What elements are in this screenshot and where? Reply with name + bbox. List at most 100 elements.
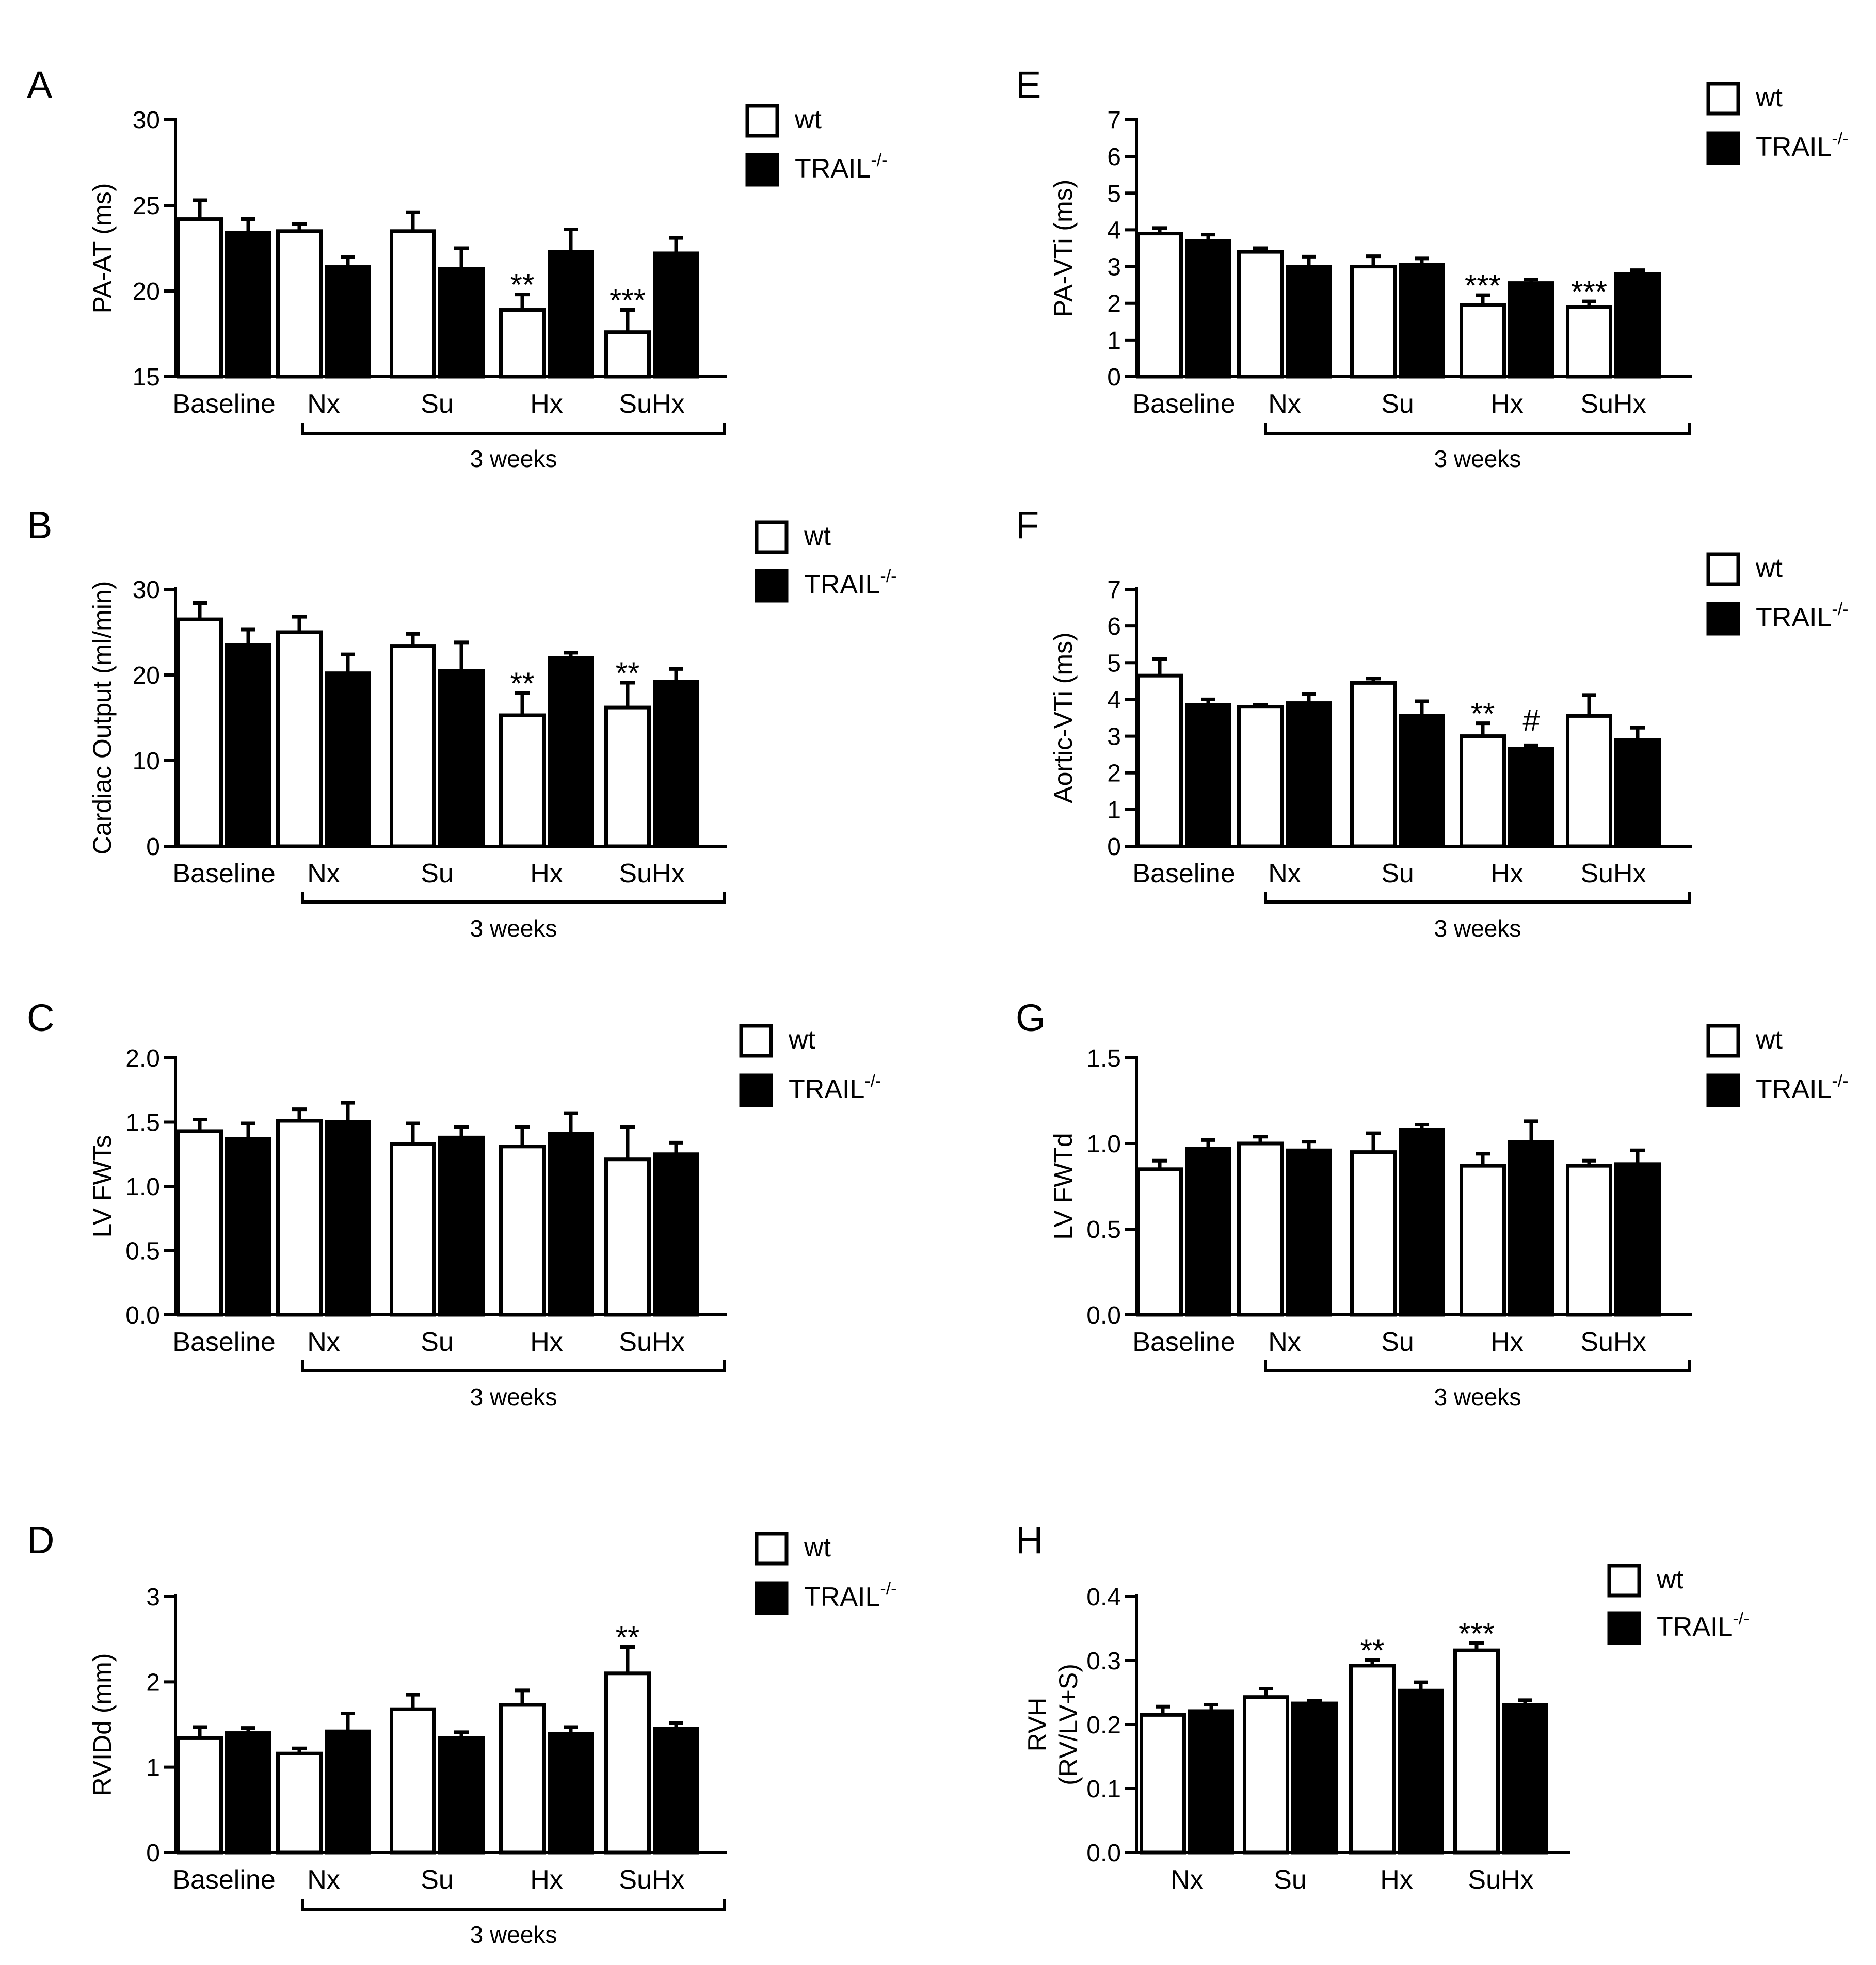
legend-label-wt: wt [804, 521, 831, 551]
legend-swatch-trail-ko [755, 569, 789, 603]
y-tick-label: 0.1 [1086, 1776, 1121, 1803]
legend-swatch-trail-ko [739, 1073, 773, 1107]
bar-wt [499, 713, 546, 848]
bar-wt [499, 1703, 546, 1855]
bar-trail-ko [438, 669, 485, 848]
y-tick-label: 1.0 [1086, 1131, 1121, 1158]
significance-mark: ** [1471, 697, 1495, 731]
y-tick-label: 1 [146, 1754, 160, 1782]
bracket-label: 3 weeks [470, 445, 557, 472]
x-category-label: Hx [1490, 1327, 1524, 1357]
y-tick-label: 1 [1107, 327, 1121, 355]
legend-label-trail-ko: TRAIL-/- [804, 567, 896, 600]
y-tick-label: 0.5 [1086, 1216, 1121, 1244]
x-category-label: Nx [307, 1865, 340, 1895]
bar-trail-ko [1188, 1709, 1234, 1855]
y-tick-label: 0.5 [125, 1238, 160, 1265]
significance-mark: *** [1465, 268, 1501, 303]
y-axis-title: PA-AT (ms) [88, 183, 117, 314]
x-category-label: Nx [307, 389, 340, 419]
y-tick-label: 2 [1107, 291, 1121, 318]
bracket-line [301, 1360, 726, 1372]
x-category-label: Baseline [172, 389, 275, 419]
x-category-label: Hx [530, 859, 563, 889]
bar-trail-ko [325, 671, 371, 848]
significance-mark: *** [1458, 1617, 1495, 1651]
bar-trail-ko [438, 1736, 485, 1855]
y-tick-label: 7 [1107, 107, 1121, 134]
bar-trail-ko [1291, 1701, 1338, 1855]
bar-trail-ko [225, 1137, 271, 1317]
bar-wt [1136, 232, 1183, 379]
bracket-label: 3 weeks [1434, 915, 1521, 942]
bar-trail-ko [1508, 747, 1554, 848]
bar-trail-ko [325, 1729, 371, 1855]
bar-trail-ko [325, 265, 371, 379]
legend-swatch-trail-ko [745, 153, 779, 187]
y-tick-label: 15 [133, 364, 160, 391]
bar-trail-ko [1185, 703, 1231, 848]
y-tick-label: 0 [1107, 833, 1121, 861]
bar-wt [276, 1751, 323, 1855]
x-category-label: SuHx [1580, 859, 1646, 889]
y-tick-label: 3 [146, 1584, 160, 1611]
y-tick-label: 1.5 [1086, 1045, 1121, 1072]
bar-trail-ko [1185, 239, 1231, 379]
bar-wt [1566, 1164, 1612, 1317]
bar-wt [177, 217, 223, 379]
bar-trail-ko [1502, 1703, 1548, 1855]
y-axis-title: RVIDd (mm) [88, 1653, 117, 1796]
bar-trail-ko [1286, 701, 1332, 848]
y-tick-label: 2 [1107, 760, 1121, 787]
y-axis-title-line2: (RV/LV+S) [1054, 1664, 1083, 1785]
y-tick-label: 1.5 [125, 1109, 160, 1137]
bracket-line [301, 892, 726, 904]
x-category-label: SuHx [619, 389, 684, 419]
y-tick-label: 3 [1107, 254, 1121, 281]
x-category-label: Baseline [172, 1865, 275, 1895]
bar-trail-ko [548, 250, 594, 379]
legend-swatch-trail-ko [1706, 1073, 1740, 1107]
bar-trail-ko [438, 267, 485, 379]
y-axis-title: LV FWTs [88, 1135, 117, 1237]
bar-trail-ko [225, 643, 271, 848]
legend-label-trail-ko: TRAIL-/- [795, 151, 887, 184]
bar-wt [177, 1129, 223, 1317]
y-tick-label: 5 [1107, 180, 1121, 207]
panel-letter: C [27, 996, 54, 1039]
bar-wt [604, 330, 651, 379]
bar-wt [390, 1707, 436, 1855]
x-category-label: Nx [307, 1327, 340, 1357]
x-category-label: Hx [1380, 1865, 1413, 1895]
x-category-label: Baseline [172, 1327, 275, 1357]
x-category-label: Su [421, 859, 454, 889]
x-category-label: Su [421, 1327, 454, 1357]
y-tick-label: 20 [133, 662, 160, 689]
bar-trail-ko [653, 251, 699, 379]
legend-label-wt: wt [788, 1025, 816, 1055]
legend-label-wt: wt [1755, 83, 1783, 112]
bar-trail-ko [1399, 714, 1445, 848]
bar-wt [177, 617, 223, 848]
bar-trail-ko [225, 231, 271, 379]
x-category-label: Su [1381, 1327, 1414, 1357]
x-category-label: Baseline [1132, 389, 1235, 419]
x-category-label: Hx [530, 1865, 563, 1895]
y-axis-title: RVH [1023, 1698, 1052, 1752]
legend-swatch-wt [739, 1024, 773, 1058]
x-category-label: Hx [530, 1327, 563, 1357]
bar-wt [1460, 303, 1506, 379]
significance-mark: ** [1360, 1633, 1385, 1668]
x-category-label: SuHx [619, 1327, 684, 1357]
bar-wt [1566, 714, 1612, 848]
legend-label-wt: wt [794, 105, 822, 135]
y-tick-label: 1.0 [125, 1173, 160, 1201]
bar-wt [390, 1142, 436, 1317]
legend-swatch-wt [1706, 82, 1740, 116]
x-category-label: SuHx [619, 859, 684, 889]
x-category-label: Su [1274, 1865, 1307, 1895]
significance-mark: *** [610, 283, 646, 318]
y-tick-label: 7 [1107, 576, 1121, 604]
